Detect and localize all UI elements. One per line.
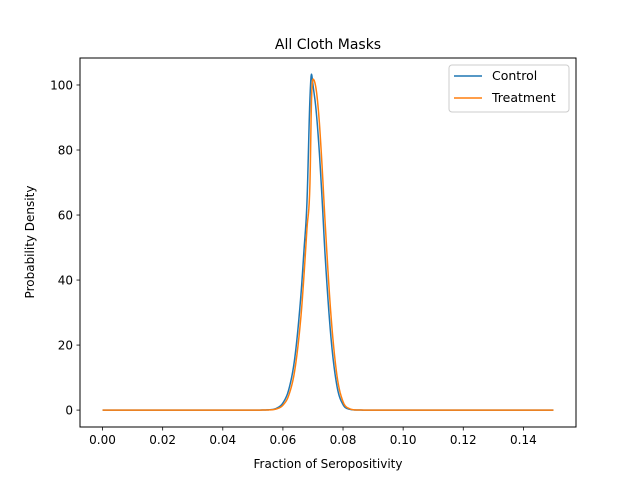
y-axis-label: Probability Density — [23, 186, 37, 299]
y-tick-label: 100 — [50, 78, 73, 92]
x-tick-label: 0.00 — [89, 433, 116, 447]
y-tick-label: 40 — [58, 274, 73, 288]
y-tick-label: 80 — [58, 144, 73, 158]
ticks-layer: 0.00 0.02 0.04 0.06 0.08 0.10 0.12 0.14 0 20 40 60 8… — [50, 78, 537, 447]
series-line-treatment — [102, 78, 554, 411]
x-tick-label: 0.12 — [450, 433, 477, 447]
y-tick-label: 0 — [65, 404, 73, 418]
x-tick-label: 0.02 — [149, 433, 176, 447]
y-tick-label: 20 — [58, 339, 73, 353]
legend-label-control: Control — [492, 68, 537, 83]
x-tick-label: 0.10 — [390, 433, 417, 447]
legend-label-treatment: Treatment — [491, 90, 556, 105]
chart-title: All Cloth Masks — [275, 37, 381, 53]
legend: Control Treatment — [448, 64, 570, 113]
y-tick-label: 60 — [58, 209, 73, 223]
x-axis-label: Fraction of Seropositivity — [254, 457, 403, 471]
x-tick-label: 0.06 — [270, 433, 297, 447]
x-tick-label: 0.14 — [510, 433, 537, 447]
x-tick-label: 0.08 — [330, 433, 357, 447]
plot-frame — [79, 57, 577, 428]
x-tick-label: 0.04 — [209, 433, 236, 447]
series-layer — [102, 73, 554, 411]
